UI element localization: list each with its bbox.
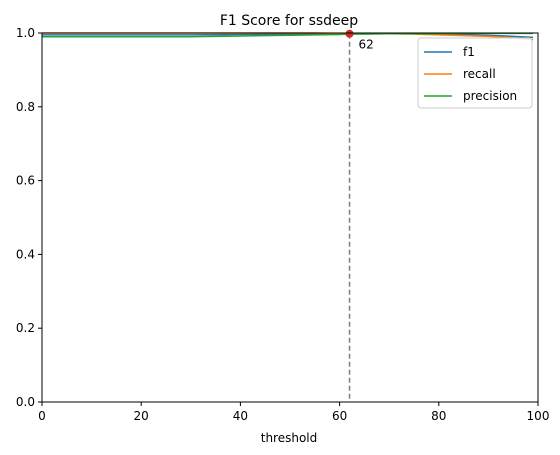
chart-title: F1 Score for ssdeep	[220, 13, 358, 29]
y-tick-label: 0.6	[16, 174, 35, 188]
y-axis-ticks: 0.0 0.2 0.4 0.6 0.8 1.0	[16, 26, 42, 409]
x-tick-label: 20	[134, 409, 149, 423]
x-axis-ticks: 0 20 40 60 80 100	[38, 402, 549, 423]
legend-label-recall: recall	[463, 67, 496, 81]
x-tick-label: 40	[233, 409, 248, 423]
y-tick-label: 0.8	[16, 100, 35, 114]
best-threshold-marker: 62	[345, 29, 374, 402]
best-threshold-point	[345, 29, 354, 38]
x-tick-label: 100	[527, 409, 550, 423]
legend: f1 recall precision	[417, 37, 533, 109]
x-tick-label: 80	[431, 409, 446, 423]
x-tick-label: 60	[332, 409, 347, 423]
legend-label-f1: f1	[463, 45, 475, 59]
legend-label-precision: precision	[463, 89, 517, 103]
y-tick-label: 1.0	[16, 26, 35, 40]
best-threshold-label: 62	[359, 38, 374, 52]
y-tick-label: 0.4	[16, 247, 35, 261]
plot-area-frame	[41, 32, 539, 403]
legend-box	[417, 37, 533, 109]
x-axis-label: threshold	[261, 431, 318, 445]
x-tick-label: 0	[38, 409, 46, 423]
y-tick-label: 0.0	[16, 395, 35, 409]
y-tick-label: 0.2	[16, 321, 35, 335]
